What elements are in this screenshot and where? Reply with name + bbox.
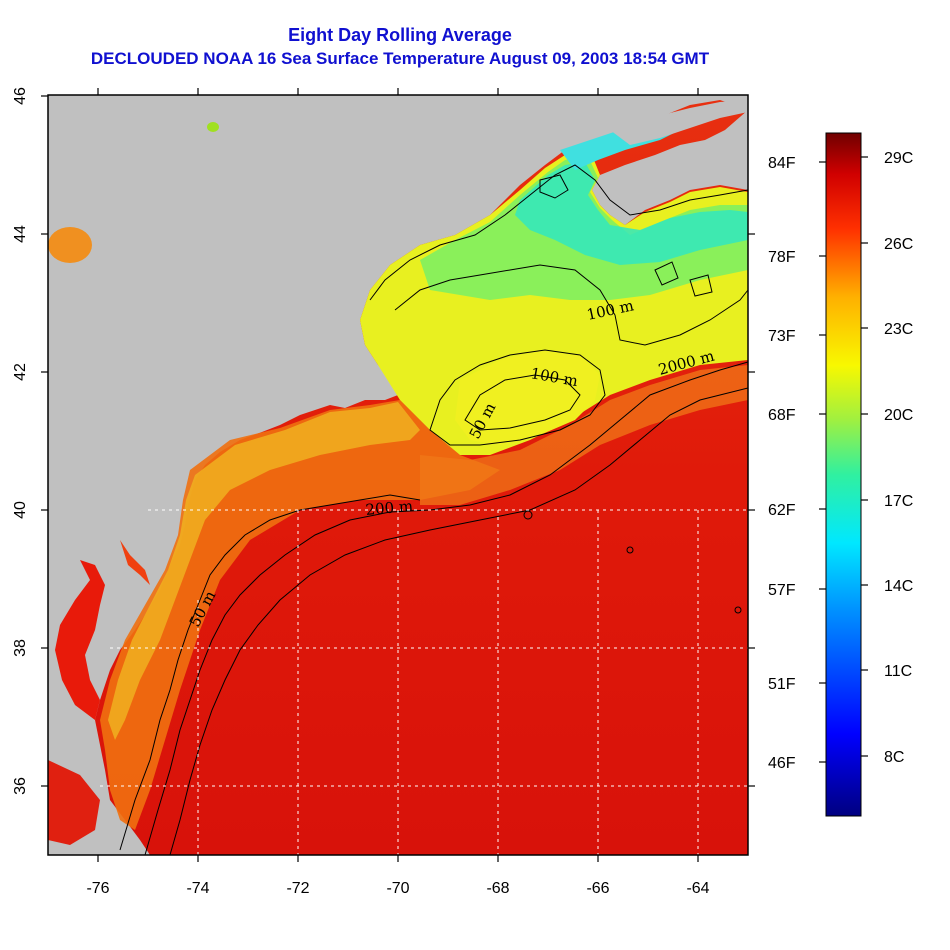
gulf-of-maine-cyan bbox=[515, 162, 748, 265]
fahrenheit-labels: 84F 78F 73F 68F 62F 57F 51F 46F bbox=[768, 155, 796, 772]
shelf-yellow-edge bbox=[108, 402, 420, 740]
contour-seamount-2 bbox=[626, 546, 634, 554]
colorbar-fahrenheit-label: 78F bbox=[768, 249, 796, 266]
colorbar-celsius-label: 8C bbox=[884, 749, 904, 766]
y-tick-label: 38 bbox=[12, 639, 29, 657]
axis-ticks bbox=[41, 88, 755, 862]
contour-gulf-small-2 bbox=[654, 261, 679, 286]
contour-2000m bbox=[169, 387, 748, 855]
x-tick-label: -66 bbox=[586, 880, 609, 897]
colorbar-celsius-label: 23C bbox=[884, 321, 913, 338]
inland-lake-warm bbox=[48, 227, 92, 263]
colorbar-gradient bbox=[825, 132, 862, 817]
contour-50m-south bbox=[119, 494, 421, 851]
graticule bbox=[100, 509, 748, 855]
contour-gulf-small-3 bbox=[689, 274, 713, 297]
x-tick-label: -72 bbox=[286, 880, 309, 897]
nova-scotia-edge-land bbox=[610, 100, 748, 145]
colorbar-fahrenheit-label: 51F bbox=[768, 676, 796, 693]
contour-georges-inner bbox=[464, 374, 581, 431]
contour-label-200m: 200 m bbox=[365, 497, 414, 519]
contour-seamount-3 bbox=[734, 606, 742, 614]
colorbar: 29C 26C 23C 20C 17C 14C 11C 8C 84F 78F 7… bbox=[768, 132, 913, 817]
colorbar-ticks bbox=[819, 156, 868, 763]
delaware-bay bbox=[120, 540, 150, 585]
contour-gulf-maine-outer bbox=[369, 164, 748, 301]
y-tick-label: 40 bbox=[12, 501, 29, 519]
colorbar-fahrenheit-label: 62F bbox=[768, 502, 796, 519]
y-axis-labels: 36 38 40 42 44 46 bbox=[12, 87, 29, 795]
x-axis-labels: -76 -74 -72 -70 -68 -66 -64 bbox=[86, 880, 709, 897]
chart-title: Eight Day Rolling Average bbox=[288, 25, 512, 45]
contour-gulf-maine-inner bbox=[394, 264, 748, 346]
celsius-labels: 29C 26C 23C 20C 17C 14C 11C 8C bbox=[884, 150, 913, 766]
contour-200m bbox=[144, 361, 748, 855]
x-tick-label: -76 bbox=[86, 880, 109, 897]
colorbar-fahrenheit-label: 68F bbox=[768, 407, 796, 424]
y-tick-label: 44 bbox=[12, 225, 29, 243]
colorbar-fahrenheit-label: 84F bbox=[768, 155, 796, 172]
georges-bank bbox=[455, 350, 600, 445]
x-tick-label: -70 bbox=[386, 880, 409, 897]
colorbar-celsius-label: 20C bbox=[884, 407, 913, 424]
colorbar-celsius-label: 26C bbox=[884, 236, 913, 253]
y-tick-label: 46 bbox=[12, 87, 29, 105]
colorbar-celsius-label: 17C bbox=[884, 493, 913, 510]
colorbar-fahrenheit-label: 46F bbox=[768, 755, 796, 772]
nova-scotia-land bbox=[592, 110, 748, 225]
land-mass bbox=[48, 95, 748, 855]
x-tick-label: -74 bbox=[186, 880, 209, 897]
colorbar-celsius-label: 14C bbox=[884, 578, 913, 595]
colorbar-fahrenheit-label: 57F bbox=[768, 582, 796, 599]
chesapeake-bay bbox=[55, 560, 105, 720]
chart-subtitle: DECLOUDED NOAA 16 Sea Surface Temperatur… bbox=[90, 49, 710, 68]
x-tick-label: -64 bbox=[686, 880, 709, 897]
slope-orange bbox=[420, 365, 748, 505]
bathymetry-contours bbox=[119, 164, 748, 855]
contour-gulf-small-1 bbox=[539, 174, 569, 199]
north-carolina-sounds bbox=[48, 760, 100, 845]
colorbar-fahrenheit-label: 73F bbox=[768, 328, 796, 345]
y-tick-label: 36 bbox=[12, 777, 29, 795]
colorbar-celsius-label: 11C bbox=[884, 663, 912, 680]
map-area: 100 m 2000 m 100 m 50 m 200 m 50 m bbox=[48, 95, 748, 855]
colorbar-celsius-label: 29C bbox=[884, 150, 913, 167]
contour-seamount-1 bbox=[523, 510, 533, 520]
inland-lake-small bbox=[207, 122, 219, 132]
contour-georges-bank bbox=[429, 349, 606, 446]
x-tick-label: -68 bbox=[486, 880, 509, 897]
y-tick-label: 42 bbox=[12, 363, 29, 381]
